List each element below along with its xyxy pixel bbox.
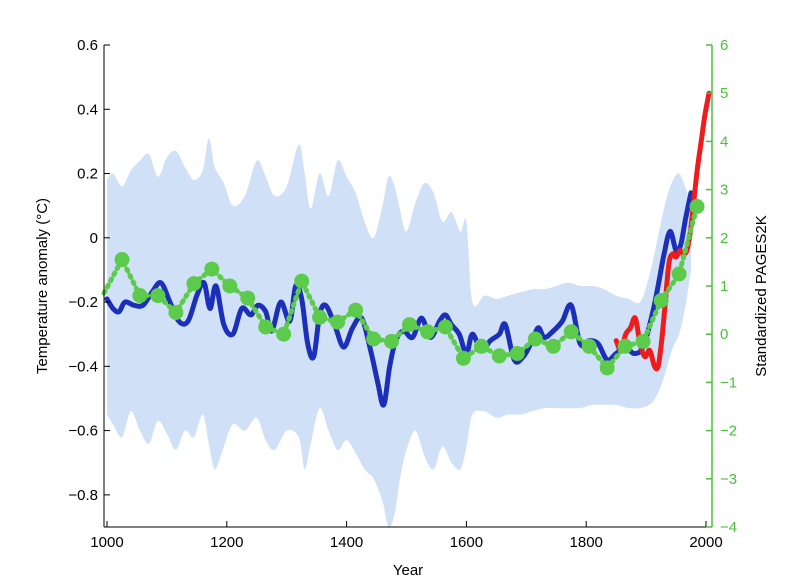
pages2k-point xyxy=(114,252,130,267)
y-tick-label: −0.6 xyxy=(68,423,98,440)
y2-tick-label: −4 xyxy=(720,519,737,536)
y2-tick-label: −2 xyxy=(720,423,737,440)
x-tick-label: 1600 xyxy=(450,534,483,551)
pages2k-point xyxy=(527,331,543,347)
y2-axis-label: Standardized PAGES2K xyxy=(753,215,770,376)
y2-tick-label: −3 xyxy=(720,471,737,488)
y2-tick-label: 2 xyxy=(720,230,728,247)
pages2k-point xyxy=(348,302,364,318)
pages2k-point xyxy=(150,288,166,304)
y-tick-label: −0.2 xyxy=(68,294,98,311)
pages2k-point xyxy=(240,290,256,306)
pages2k-point xyxy=(491,348,507,364)
pages2k-point xyxy=(437,319,453,335)
pages2k-point xyxy=(402,317,417,333)
pages2k-point xyxy=(204,261,220,277)
pages2k-point xyxy=(168,305,184,320)
x-axis-label: Year xyxy=(393,562,423,579)
pages2k-point xyxy=(653,293,669,308)
x-tick-label: 1200 xyxy=(210,534,243,551)
pages2k-point xyxy=(132,288,148,304)
pages2k-point xyxy=(258,319,274,335)
y2-tick-label: 4 xyxy=(720,133,728,150)
y-tick-label: −0.4 xyxy=(68,358,98,375)
y-tick-label: 0.6 xyxy=(77,37,98,54)
pages2k-point xyxy=(384,333,399,349)
pages2k-point xyxy=(689,199,705,214)
pages2k-point xyxy=(671,266,687,282)
pages2k-point xyxy=(420,324,435,340)
y2-tick-label: 0 xyxy=(720,326,728,343)
pages2k-point xyxy=(473,338,489,354)
pages2k-point xyxy=(455,350,471,366)
pages2k-point xyxy=(617,338,633,354)
y-tick-label: −0.8 xyxy=(68,487,98,504)
x-tick-label: 2000 xyxy=(689,534,722,551)
series-layer xyxy=(101,90,712,408)
pages2k-point xyxy=(581,338,597,354)
instrumental-line xyxy=(613,90,712,372)
y2-tick-label: 6 xyxy=(720,37,728,54)
pages2k-point xyxy=(186,276,202,292)
pages2k-point xyxy=(330,314,346,330)
x-tick-label: 1000 xyxy=(90,534,123,551)
y2-tick-label: 5 xyxy=(720,85,728,102)
pages2k-point xyxy=(222,278,238,294)
pages2k-point xyxy=(312,309,328,325)
pages2k-point xyxy=(276,326,292,342)
pages2k-line xyxy=(101,204,700,372)
pages2k-point xyxy=(563,324,579,340)
pages2k-point xyxy=(294,273,310,289)
y2-tick-label: −1 xyxy=(720,374,737,391)
x-tick-label: 1800 xyxy=(570,534,603,551)
y2-tick-label: 3 xyxy=(720,182,728,199)
y-tick-label: 0.4 xyxy=(77,101,98,118)
y2-tick-label: 1 xyxy=(720,278,728,295)
pages2k-point xyxy=(599,360,615,376)
y-tick-label: 0 xyxy=(90,230,98,247)
y-tick-label: 0.2 xyxy=(77,166,98,183)
pages2k-point xyxy=(366,331,382,347)
pages2k-point xyxy=(635,333,651,349)
pages2k-point xyxy=(545,338,561,354)
x-tick-label: 1400 xyxy=(330,534,363,551)
pages2k-point xyxy=(509,346,525,361)
y-axis-label: Temperature anomaly (°C) xyxy=(34,198,51,374)
